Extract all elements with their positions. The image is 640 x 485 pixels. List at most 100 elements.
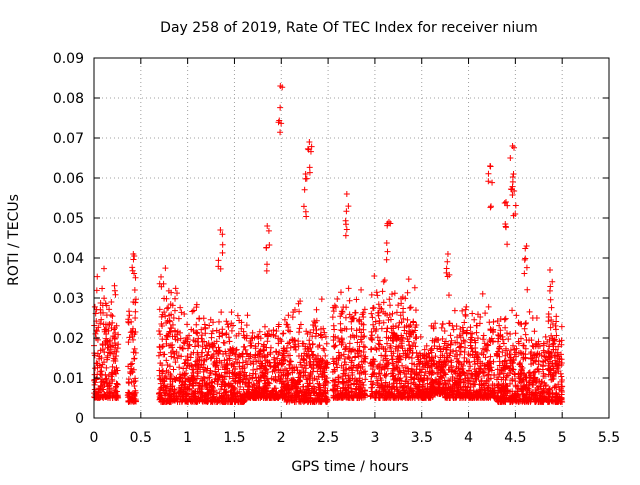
data-point (99, 342, 106, 349)
data-point (523, 264, 530, 271)
data-point (262, 370, 269, 377)
data-point (484, 341, 491, 348)
data-point (169, 341, 176, 348)
data-point (451, 368, 458, 375)
data-point (495, 338, 502, 345)
data-point (305, 348, 312, 355)
data-point (535, 365, 542, 372)
data-point (262, 353, 269, 360)
data-point (163, 336, 170, 343)
data-point (168, 353, 175, 360)
data-point (329, 314, 336, 321)
data-point (368, 291, 375, 298)
data-point (459, 392, 466, 399)
data-point (125, 318, 132, 325)
data-point (311, 398, 318, 405)
data-point (285, 352, 292, 359)
data-point (258, 360, 265, 367)
data-point (303, 376, 310, 383)
data-point (389, 291, 396, 298)
data-point (417, 333, 424, 340)
data-point (543, 354, 550, 361)
data-point (498, 386, 505, 393)
data-point (471, 316, 478, 323)
data-point (329, 355, 336, 362)
data-point (131, 355, 138, 362)
data-point (549, 320, 556, 327)
data-point (264, 338, 271, 345)
data-point (284, 390, 291, 397)
data-point (242, 394, 249, 401)
data-point (382, 363, 389, 370)
data-point (190, 337, 197, 344)
data-point (94, 394, 101, 401)
data-point (400, 367, 407, 374)
data-point (446, 386, 453, 393)
data-point (224, 321, 231, 328)
data-point (550, 337, 557, 344)
data-point (509, 307, 516, 314)
data-point (558, 323, 565, 330)
data-point (210, 319, 217, 326)
data-point (163, 357, 170, 364)
data-point (278, 380, 285, 387)
data-point (103, 337, 110, 344)
data-point (188, 326, 195, 333)
data-point (428, 376, 435, 383)
data-point (374, 292, 381, 299)
data-point (407, 304, 414, 311)
x-axis-label: GPS time / hours (291, 459, 408, 475)
data-point (205, 374, 212, 381)
data-point (106, 380, 113, 387)
data-point (180, 389, 187, 396)
data-point (558, 341, 565, 348)
data-point (310, 351, 317, 358)
data-point (225, 323, 232, 330)
data-point (261, 347, 268, 354)
data-point (349, 371, 356, 378)
data-point (370, 370, 377, 377)
data-point (374, 334, 381, 341)
data-point (156, 327, 163, 334)
data-point (501, 200, 508, 207)
data-point (517, 379, 524, 386)
data-point (246, 383, 253, 390)
data-point (416, 390, 423, 397)
data-point (550, 373, 557, 380)
data-point (309, 333, 316, 340)
data-point (210, 344, 217, 351)
data-point (535, 343, 542, 350)
data-point (465, 380, 472, 387)
data-point (542, 333, 549, 340)
data-point (538, 388, 545, 395)
data-point (464, 390, 471, 397)
data-point (444, 258, 451, 265)
data-point (346, 365, 353, 372)
data-point (342, 366, 349, 373)
data-point (318, 397, 325, 404)
data-point (424, 375, 431, 382)
data-point (465, 374, 472, 381)
data-point (302, 175, 309, 182)
data-point (555, 362, 562, 369)
data-point (290, 377, 297, 384)
data-point (484, 387, 491, 394)
data-point (425, 394, 432, 401)
data-point (112, 291, 119, 298)
data-point (205, 348, 212, 355)
data-point (109, 319, 116, 326)
data-point (352, 309, 359, 316)
data-point (261, 365, 268, 372)
data-point (487, 353, 494, 360)
data-point (402, 378, 409, 385)
data-point (374, 364, 381, 371)
data-point (171, 327, 178, 334)
data-point (292, 346, 299, 353)
data-point (454, 382, 461, 389)
data-point (239, 359, 246, 366)
data-point (359, 379, 366, 386)
data-point (548, 397, 555, 404)
data-point (372, 345, 379, 352)
data-point (517, 360, 524, 367)
